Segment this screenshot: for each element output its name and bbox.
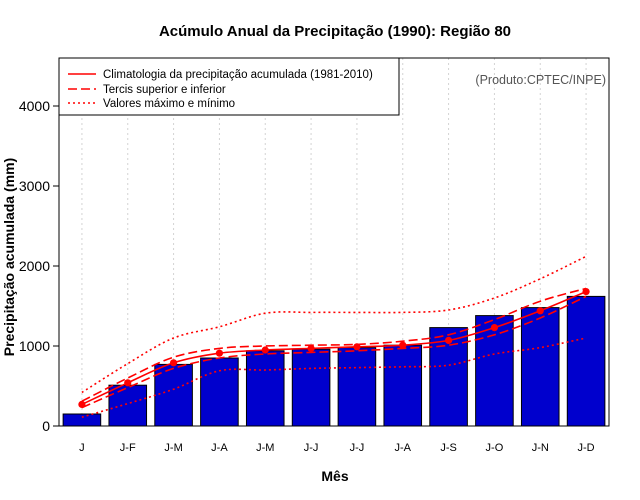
bar	[566, 295, 606, 427]
x-tick-label: J-F	[120, 442, 136, 454]
bar	[337, 347, 377, 427]
x-tick-label: J-N	[532, 442, 549, 454]
bar	[200, 357, 239, 427]
series-point	[169, 359, 178, 367]
series-line-dotted	[81, 255, 587, 394]
x-tick-label: J-A	[395, 442, 412, 454]
bar	[245, 350, 285, 427]
series-point	[261, 346, 269, 354]
y-tick-label: 1000	[19, 338, 50, 354]
x-tick-label: J	[79, 442, 85, 454]
x-tick-label: J-J	[304, 442, 319, 454]
x-tick-label: J-S	[440, 442, 457, 454]
series-point	[307, 344, 315, 352]
legend-box	[58, 57, 400, 116]
chart-title: Acúmulo Anual da Precipitação (1990): Re…	[159, 23, 511, 40]
y-axis-label: Precipitação acumulada (mm)	[1, 158, 17, 356]
x-tick-label: J-A	[211, 442, 228, 454]
series-point	[399, 341, 407, 349]
legend-label-extremos: Valores máximo e mínimo	[103, 98, 235, 110]
bars	[62, 295, 606, 427]
legend: Climatologia da precipitação acumulada (…	[58, 57, 400, 116]
y-tick-label: 2000	[19, 258, 50, 274]
series-line-dotted	[81, 337, 587, 418]
series-point	[124, 379, 132, 387]
bar	[62, 413, 102, 427]
legend-label-tercis: Tercis superior e inferior	[103, 84, 226, 96]
credit-text: (Produto:CPTEC/INPE)	[475, 73, 606, 87]
x-tick-label: J-O	[486, 442, 504, 454]
bar	[108, 384, 148, 427]
x-tick-label: J-D	[578, 442, 595, 454]
y-tick-label: 4000	[19, 98, 50, 114]
y-tick-label: 3000	[19, 178, 50, 194]
x-axis-label: Mês	[321, 468, 348, 484]
x-axis: J J-F J-M J-A J-M J-J J-J J-A J-S J-O J-N J-D	[79, 442, 595, 454]
x-tick-label: J-M	[256, 442, 274, 454]
bar	[383, 344, 423, 427]
y-axis: 0 1000 2000 3000 4000	[19, 98, 60, 434]
series-point	[444, 336, 453, 344]
series-point	[215, 349, 224, 357]
series-point	[490, 324, 499, 332]
series-line-dashed	[81, 295, 587, 409]
bar	[520, 307, 560, 427]
y-tick-label: 0	[42, 418, 50, 434]
x-tick-label: J-J	[350, 442, 365, 454]
x-tick-label: J-M	[164, 442, 182, 454]
series-point	[582, 288, 590, 296]
series-line-solid	[81, 290, 587, 406]
series-point	[536, 307, 544, 315]
series-line-dashed	[81, 287, 587, 402]
legend-label-climatologia: Climatologia da precipitação acumulada (…	[103, 69, 373, 81]
bar	[291, 348, 331, 427]
series-lines	[78, 255, 590, 418]
